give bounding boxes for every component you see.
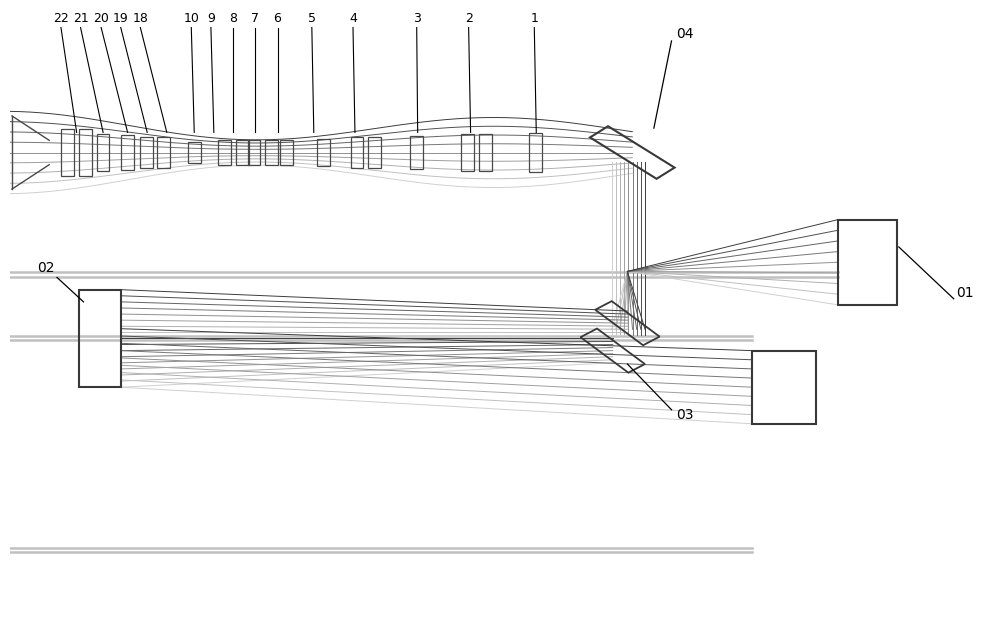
Bar (236, 141, 249, 165)
Text: 03: 03 (676, 407, 694, 422)
Bar (248, 141, 260, 165)
Bar (121, 136, 134, 170)
Text: 3: 3 (413, 11, 421, 24)
Bar (410, 136, 423, 169)
Bar (351, 137, 363, 169)
Bar (317, 139, 330, 166)
Text: 6: 6 (274, 11, 281, 24)
Text: 04: 04 (676, 27, 694, 40)
Text: 7: 7 (251, 11, 259, 24)
Text: 01: 01 (956, 285, 973, 300)
Text: 8: 8 (229, 11, 237, 24)
Bar (752, 351, 816, 424)
Bar (97, 134, 109, 171)
Bar (368, 137, 381, 169)
Bar (280, 141, 293, 165)
Text: 4: 4 (349, 11, 357, 24)
Text: 2: 2 (465, 11, 473, 24)
Bar (218, 141, 231, 165)
Text: 22: 22 (53, 11, 69, 24)
Text: 1: 1 (530, 11, 538, 24)
Text: 10: 10 (183, 11, 199, 24)
Text: 21: 21 (73, 11, 88, 24)
Bar (265, 141, 278, 165)
Bar (838, 220, 897, 305)
Bar (61, 129, 74, 175)
Bar (188, 142, 201, 164)
Text: 20: 20 (93, 11, 109, 24)
Bar (479, 134, 492, 171)
Bar (79, 129, 92, 175)
Bar (461, 134, 474, 171)
Bar (157, 137, 170, 169)
Bar (140, 137, 153, 169)
Bar (79, 290, 121, 387)
Text: 02: 02 (37, 261, 55, 276)
Bar (529, 133, 542, 172)
Text: 5: 5 (308, 11, 316, 24)
Text: 9: 9 (207, 11, 215, 24)
Text: 18: 18 (132, 11, 148, 24)
Text: 19: 19 (113, 11, 129, 24)
